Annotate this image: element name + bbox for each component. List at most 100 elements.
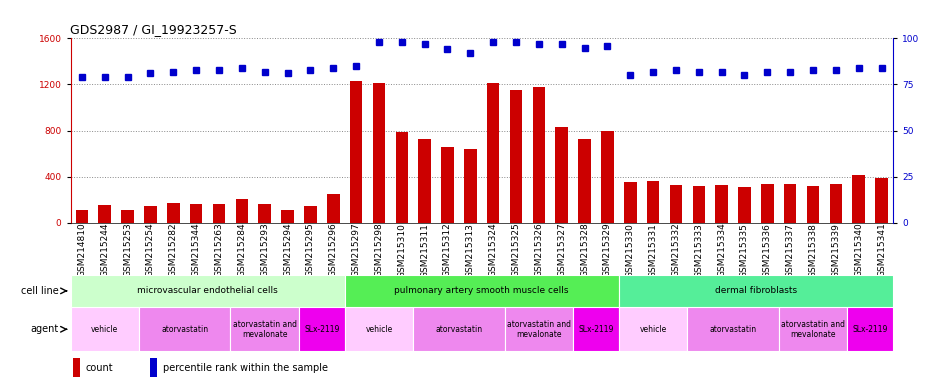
Text: GSM215329: GSM215329 xyxy=(603,223,612,278)
Bar xyxy=(601,131,614,223)
Text: GSM215311: GSM215311 xyxy=(420,223,430,278)
Bar xyxy=(624,182,636,223)
Text: GSM215284: GSM215284 xyxy=(238,223,246,277)
Text: GSM215295: GSM215295 xyxy=(306,223,315,278)
Text: atorvastatin and
mevalonate: atorvastatin and mevalonate xyxy=(781,319,845,339)
Text: GSM215326: GSM215326 xyxy=(534,223,543,278)
Bar xyxy=(258,204,271,223)
Bar xyxy=(150,358,157,377)
Text: GSM215282: GSM215282 xyxy=(169,223,178,277)
Bar xyxy=(99,205,111,223)
Bar xyxy=(70,275,345,307)
Text: GSM215324: GSM215324 xyxy=(489,223,497,277)
Text: GSM215332: GSM215332 xyxy=(671,223,681,278)
Bar xyxy=(807,186,820,223)
Bar xyxy=(441,147,454,223)
Bar xyxy=(875,178,888,223)
Bar xyxy=(299,307,345,351)
Bar xyxy=(533,87,545,223)
Text: SLx-2119: SLx-2119 xyxy=(578,325,614,334)
Bar xyxy=(418,139,431,223)
Bar xyxy=(578,139,591,223)
Bar xyxy=(72,358,80,377)
Bar xyxy=(281,210,294,223)
Bar xyxy=(305,206,317,223)
Text: GSM215335: GSM215335 xyxy=(740,223,749,278)
Text: GSM215333: GSM215333 xyxy=(695,223,703,278)
Text: GSM215328: GSM215328 xyxy=(580,223,589,278)
Bar xyxy=(847,307,893,351)
Bar xyxy=(70,307,139,351)
Text: GSM215294: GSM215294 xyxy=(283,223,292,277)
Bar xyxy=(830,184,842,223)
Bar xyxy=(190,204,202,223)
Text: agent: agent xyxy=(31,324,59,334)
Text: percentile rank within the sample: percentile rank within the sample xyxy=(163,362,328,373)
Text: dermal fibroblasts: dermal fibroblasts xyxy=(714,286,797,295)
Bar xyxy=(350,81,363,223)
Text: pulmonary artery smooth muscle cells: pulmonary artery smooth muscle cells xyxy=(395,286,569,295)
Text: GSM215338: GSM215338 xyxy=(808,223,818,278)
Bar xyxy=(556,127,568,223)
Bar xyxy=(761,184,774,223)
Bar xyxy=(75,210,88,223)
Text: SLx-2119: SLx-2119 xyxy=(853,325,888,334)
Text: atorvastatin and
mevalonate: atorvastatin and mevalonate xyxy=(507,319,571,339)
Text: GSM215340: GSM215340 xyxy=(854,223,863,278)
Bar xyxy=(236,199,248,223)
Bar xyxy=(487,83,499,223)
Text: GSM215244: GSM215244 xyxy=(101,223,109,277)
Bar xyxy=(647,181,659,223)
Text: atorvastatin: atorvastatin xyxy=(435,325,482,334)
Text: GSM215298: GSM215298 xyxy=(374,223,384,278)
Text: vehicle: vehicle xyxy=(639,325,666,334)
Bar xyxy=(738,187,751,223)
Text: atorvastatin: atorvastatin xyxy=(161,325,209,334)
Bar xyxy=(669,185,682,223)
Text: atorvastatin and
mevalonate: atorvastatin and mevalonate xyxy=(233,319,297,339)
Bar xyxy=(687,307,778,351)
Text: GSM215337: GSM215337 xyxy=(786,223,794,278)
Text: GSM215336: GSM215336 xyxy=(763,223,772,278)
Bar xyxy=(619,307,687,351)
Text: GSM215310: GSM215310 xyxy=(398,223,406,278)
Bar xyxy=(144,206,157,223)
Text: GSM215296: GSM215296 xyxy=(329,223,337,278)
Bar xyxy=(327,194,339,223)
Text: count: count xyxy=(86,362,113,373)
Text: GSM215331: GSM215331 xyxy=(649,223,658,278)
Text: GSM215334: GSM215334 xyxy=(717,223,726,278)
Bar xyxy=(345,307,414,351)
Text: vehicle: vehicle xyxy=(366,325,393,334)
Bar xyxy=(573,307,619,351)
Text: GSM215293: GSM215293 xyxy=(260,223,269,278)
Text: GSM215325: GSM215325 xyxy=(511,223,521,278)
Bar xyxy=(396,132,408,223)
Text: GSM215253: GSM215253 xyxy=(123,223,133,278)
Bar xyxy=(167,203,180,223)
Bar xyxy=(464,149,477,223)
Text: vehicle: vehicle xyxy=(91,325,118,334)
Text: GSM215313: GSM215313 xyxy=(466,223,475,278)
Bar xyxy=(509,90,523,223)
Text: GSM215254: GSM215254 xyxy=(146,223,155,277)
Text: GSM215330: GSM215330 xyxy=(626,223,635,278)
Text: GSM215312: GSM215312 xyxy=(443,223,452,278)
Text: GSM215344: GSM215344 xyxy=(192,223,200,277)
Text: GSM215297: GSM215297 xyxy=(352,223,361,278)
Text: microvascular endothelial cells: microvascular endothelial cells xyxy=(137,286,278,295)
Text: GSM215263: GSM215263 xyxy=(214,223,224,278)
Text: GSM215341: GSM215341 xyxy=(877,223,886,278)
Text: atorvastatin: atorvastatin xyxy=(710,325,757,334)
Text: GSM215339: GSM215339 xyxy=(831,223,840,278)
Bar xyxy=(715,185,728,223)
Bar xyxy=(230,307,299,351)
Bar xyxy=(505,307,573,351)
Bar xyxy=(139,307,230,351)
Bar xyxy=(784,184,796,223)
Text: SLx-2119: SLx-2119 xyxy=(305,325,339,334)
Text: GSM215327: GSM215327 xyxy=(557,223,566,278)
Bar xyxy=(414,307,505,351)
Text: cell line: cell line xyxy=(22,286,59,296)
Bar xyxy=(853,175,865,223)
